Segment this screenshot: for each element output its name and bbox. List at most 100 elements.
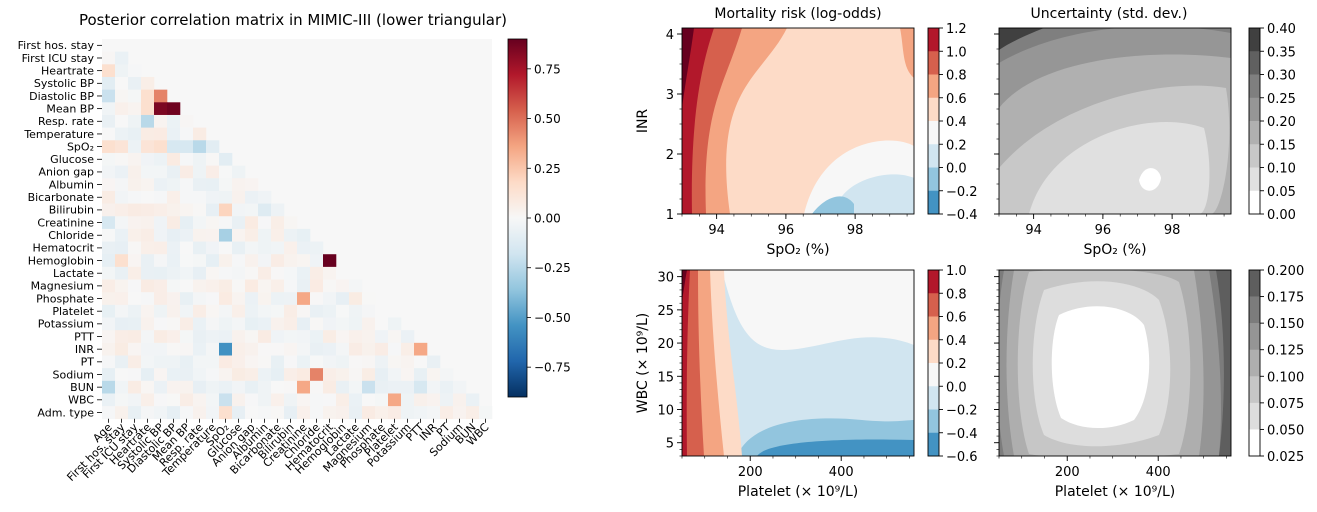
colorbar-block	[1249, 97, 1260, 122]
colorbar-block	[928, 74, 939, 99]
heatmap-cell	[310, 292, 324, 306]
heatmap-cell	[115, 330, 129, 344]
heatmap-cell	[193, 380, 207, 394]
heatmap-cell	[232, 330, 246, 344]
contour-band	[900, 28, 914, 78]
heatmap-row-label: Potassium	[38, 318, 94, 331]
heatmap-cell	[154, 292, 168, 306]
heatmap-cell	[310, 241, 324, 255]
heatmap-cell	[284, 355, 298, 369]
heatmap-cell	[102, 241, 116, 255]
heatmap-cell	[219, 342, 233, 356]
heatmap-cell	[180, 368, 194, 382]
heatmap-cell	[115, 140, 129, 154]
heatmap-cell	[297, 368, 311, 382]
heatmap-cell	[323, 266, 337, 280]
heatmap-cell	[167, 165, 181, 179]
heatmap-cell	[245, 330, 259, 344]
heatmap-cell	[167, 393, 181, 407]
heatmap-cell	[323, 355, 337, 369]
heatmap-cell	[154, 241, 168, 255]
heatmap-cell	[180, 406, 194, 420]
heatmap-cell	[284, 406, 298, 420]
heatmap-cell	[141, 228, 155, 242]
heatmap-cell	[115, 102, 129, 116]
heatmap-cell	[102, 355, 116, 369]
colorbar-block	[1249, 28, 1260, 52]
heatmap-cell	[206, 190, 220, 204]
heatmap-cell	[284, 279, 298, 293]
heatmap-cell	[258, 317, 272, 331]
heatmap-cell	[232, 254, 246, 268]
colorbar-block	[1249, 402, 1260, 430]
heatmap-cell	[128, 406, 142, 420]
heatmap-cell	[193, 266, 207, 280]
heatmap-cell	[115, 216, 129, 230]
heatmap-cell	[219, 190, 233, 204]
heatmap-cell	[102, 203, 116, 217]
heatmap-cell	[102, 266, 116, 280]
heatmap-cell	[232, 228, 246, 242]
heatmap-cell	[336, 292, 350, 306]
colorbar-block	[928, 316, 939, 341]
heatmap-cell	[102, 368, 116, 382]
heatmap-cell	[258, 342, 272, 356]
heatmap-cell	[128, 355, 142, 369]
heatmap-cell	[258, 279, 272, 293]
colorbar-tick-label: 0.00	[1267, 208, 1296, 223]
heatmap-cell	[180, 355, 194, 369]
heatmap-cell	[141, 368, 155, 382]
heatmap-cell	[141, 292, 155, 306]
heatmap-row-label: Hematocrit	[33, 242, 95, 255]
heatmap-cell	[128, 152, 142, 166]
heatmap-cell	[271, 368, 285, 382]
heatmap-cell	[154, 368, 168, 382]
heatmap-cell	[375, 406, 389, 420]
heatmap-cell	[271, 406, 285, 420]
heatmap-cell	[310, 254, 324, 268]
y-tick-label: 1	[666, 208, 674, 223]
heatmap-cell	[219, 406, 233, 420]
heatmap-cell	[245, 355, 259, 369]
heatmap-cell	[206, 342, 220, 356]
heatmap-row-label: Systolic BP	[34, 77, 94, 90]
heatmap-cell	[310, 342, 324, 356]
colorbar-tick-label: 0.40	[1267, 22, 1296, 37]
heatmap-cell	[102, 254, 116, 268]
heatmap-cell	[167, 254, 181, 268]
heatmap-cell	[167, 279, 181, 293]
colorbar-block	[928, 121, 939, 145]
heatmap-cell	[128, 216, 142, 230]
heatmap-cell	[336, 304, 350, 318]
heatmap-cell	[284, 292, 298, 306]
heatmap-cell	[323, 330, 337, 344]
heatmap-cell	[245, 393, 259, 407]
heatmap-cell	[245, 178, 259, 192]
x-axis-label: SpO₂ (%)	[1083, 242, 1146, 258]
mortality-spo2-inr-panel: Mortality risk (log-odds) 94 96 98 1 2 3 4 SpO₂…	[635, 6, 978, 258]
heatmap-cell	[440, 406, 454, 420]
heatmap-cell	[323, 406, 337, 420]
heatmap-cell	[180, 114, 194, 128]
heatmap-cell	[128, 368, 142, 382]
heatmap-cell	[154, 102, 168, 116]
colorbar-block	[1249, 74, 1260, 99]
heatmap-cell	[219, 355, 233, 369]
heatmap-cell	[206, 165, 220, 179]
heatmap-cell	[115, 368, 129, 382]
heatmap-cell	[154, 89, 168, 103]
heatmap-cell	[245, 368, 259, 382]
heatmap-cell	[128, 203, 142, 217]
heatmap-row-label: BUN	[70, 381, 94, 394]
heatmap-cell	[102, 178, 116, 192]
heatmap-cell	[167, 228, 181, 242]
heatmap-cell	[453, 393, 467, 407]
heatmap-cell	[154, 342, 168, 356]
heatmap-cell	[128, 393, 142, 407]
heatmap-row-label: Creatinine	[37, 216, 94, 229]
heatmap-cell	[232, 292, 246, 306]
heatmap-cell	[206, 380, 220, 394]
colorbar-block	[928, 339, 939, 364]
heatmap-cell	[271, 330, 285, 344]
